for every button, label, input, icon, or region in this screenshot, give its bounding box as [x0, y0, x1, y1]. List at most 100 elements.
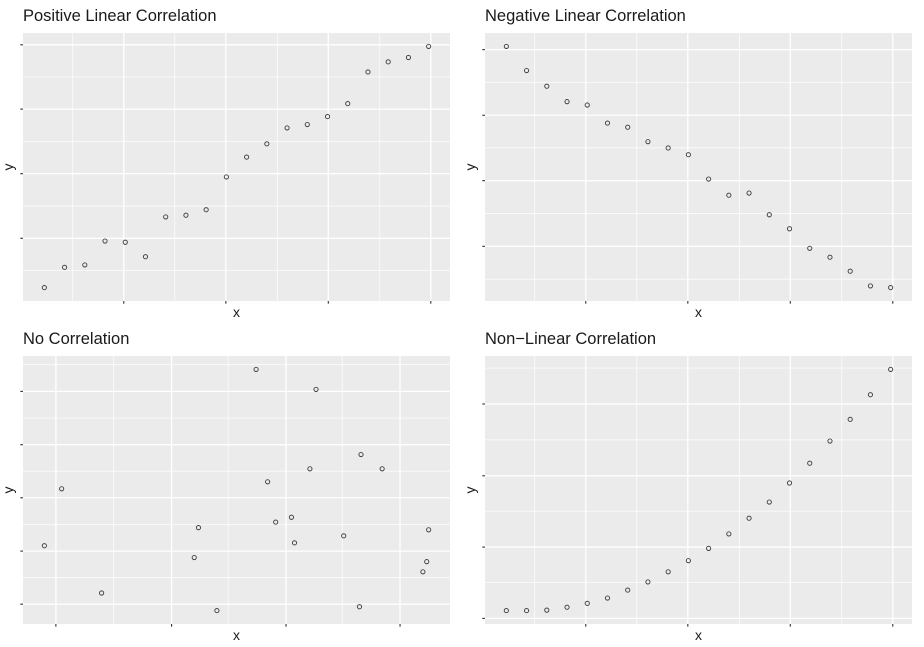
y-axis-label: y [462, 163, 478, 171]
panel-background [485, 356, 912, 624]
x-axis-label: x [233, 304, 240, 320]
data-point [223, 174, 229, 180]
data-point [163, 214, 169, 220]
data-point [284, 125, 290, 131]
plot-non-linear-correlation: Non−Linear Correlation y x [462, 323, 924, 646]
data-point [426, 527, 432, 533]
data-point [524, 67, 530, 74]
data-point [324, 114, 331, 120]
y-axis-label: y [0, 163, 16, 171]
data-point [544, 607, 550, 613]
data-point [584, 102, 590, 108]
data-point [584, 600, 590, 606]
data-point [59, 486, 65, 492]
data-point [807, 245, 813, 251]
data-point [426, 43, 432, 49]
plot-positive-linear-correlation: Positive Linear Correlation y x [0, 0, 462, 323]
data-point [604, 595, 611, 601]
scatter-panel [20, 356, 450, 627]
y-axis-label: y [0, 486, 16, 494]
data-point [645, 579, 651, 585]
data-point [82, 262, 88, 268]
data-point [524, 608, 530, 614]
data-point [41, 285, 47, 291]
data-point [62, 264, 68, 270]
data-point [746, 515, 752, 521]
data-point [41, 543, 47, 549]
data-point [273, 519, 279, 525]
data-point [356, 604, 363, 610]
data-point [604, 120, 611, 126]
data-point [706, 176, 712, 182]
data-point [307, 466, 313, 472]
data-point [665, 145, 671, 151]
panel-background [23, 33, 450, 301]
data-point [827, 254, 833, 260]
data-point [291, 540, 298, 546]
data-point [102, 238, 108, 244]
data-point [405, 54, 411, 61]
data-point [766, 212, 772, 218]
data-point [645, 139, 651, 145]
data-point [625, 587, 631, 593]
data-point [847, 268, 853, 274]
data-point [288, 514, 295, 520]
scatter-panel [482, 356, 912, 627]
x-axis-label: x [695, 304, 702, 320]
data-point [214, 608, 220, 614]
data-point [358, 451, 364, 458]
panel-background [23, 356, 450, 624]
data-point [888, 285, 894, 291]
data-point [665, 569, 671, 575]
data-point [726, 192, 732, 198]
data-point [827, 438, 833, 444]
data-point [847, 416, 853, 422]
panel-background [485, 33, 912, 301]
data-point [264, 141, 270, 147]
data-point [253, 366, 259, 372]
scatter-panel [20, 33, 450, 304]
data-point [191, 554, 197, 561]
data-point [379, 466, 385, 472]
plot-title: Positive Linear Correlation [23, 7, 217, 25]
data-point [203, 207, 209, 213]
data-point [888, 366, 894, 372]
data-point [625, 124, 631, 130]
data-point [503, 608, 509, 614]
data-point [304, 121, 310, 128]
data-point [99, 590, 105, 596]
data-point [564, 604, 570, 610]
scatter-panel [482, 33, 912, 304]
data-point [746, 190, 752, 196]
data-point [786, 480, 793, 486]
data-point [424, 559, 430, 565]
data-point [365, 69, 371, 75]
data-point [726, 531, 732, 537]
plot-no-correlation: No Correlation y x [0, 323, 462, 646]
x-axis-label: x [695, 627, 702, 643]
data-point [503, 43, 509, 49]
data-point [706, 545, 712, 551]
data-point [564, 99, 570, 105]
data-point [244, 154, 250, 160]
data-point [685, 152, 691, 158]
data-point [265, 479, 271, 485]
data-point [807, 460, 813, 466]
x-axis-label: x [233, 627, 240, 643]
data-point [867, 283, 873, 289]
data-point [341, 533, 347, 539]
y-axis-label: y [462, 486, 478, 494]
data-point [313, 386, 319, 392]
data-point [544, 83, 550, 89]
data-point [766, 499, 772, 505]
data-point [142, 254, 149, 260]
plot-negative-linear-correlation: Negative Linear Correlation y x [462, 0, 924, 323]
data-point [195, 525, 202, 531]
data-point [345, 100, 351, 107]
data-point [122, 239, 128, 245]
data-point [385, 59, 391, 65]
data-point [420, 569, 426, 575]
data-point [685, 558, 691, 564]
data-point [183, 212, 189, 218]
